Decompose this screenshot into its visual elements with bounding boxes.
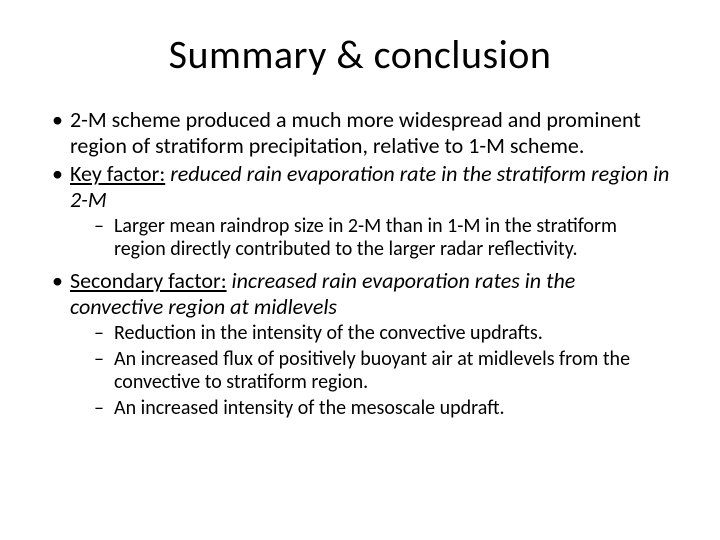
- sub-text-3-2: An increased flux of positively buoyant …: [114, 347, 630, 395]
- sub-item-2-1: Larger mean raindrop size in 2-M than in…: [70, 215, 672, 262]
- bullet-text-1: 2-M scheme produced a much more widespre…: [70, 106, 641, 159]
- slide-title: Summary & conclusion: [48, 30, 672, 79]
- bullet-item-3: Secondary factor: increased rain evapora…: [48, 268, 672, 420]
- sub-list-2: Larger mean raindrop size in 2-M than in…: [70, 215, 672, 262]
- bullet-list: 2-M scheme produced a much more widespre…: [48, 107, 672, 420]
- slide: Summary & conclusion 2-M scheme produced…: [0, 0, 720, 540]
- bullet-2-label: Key factor:: [70, 160, 165, 187]
- bullet-item-1: 2-M scheme produced a much more widespre…: [48, 107, 672, 159]
- sub-item-3-1: Reduction in the intensity of the convec…: [70, 322, 672, 346]
- sub-text-3-1: Reduction in the intensity of the convec…: [114, 321, 543, 345]
- sub-text-3-3: An increased intensity of the mesoscale …: [114, 396, 505, 420]
- sub-item-3-3: An increased intensity of the mesoscale …: [70, 397, 672, 421]
- sub-item-3-2: An increased flux of positively buoyant …: [70, 348, 672, 395]
- sub-text-2-1: Larger mean raindrop size in 2-M than in…: [114, 214, 617, 262]
- bullet-3-label: Secondary factor:: [70, 267, 227, 294]
- sub-list-3: Reduction in the intensity of the convec…: [70, 322, 672, 420]
- bullet-item-2: Key factor: reduced rain evaporation rat…: [48, 161, 672, 262]
